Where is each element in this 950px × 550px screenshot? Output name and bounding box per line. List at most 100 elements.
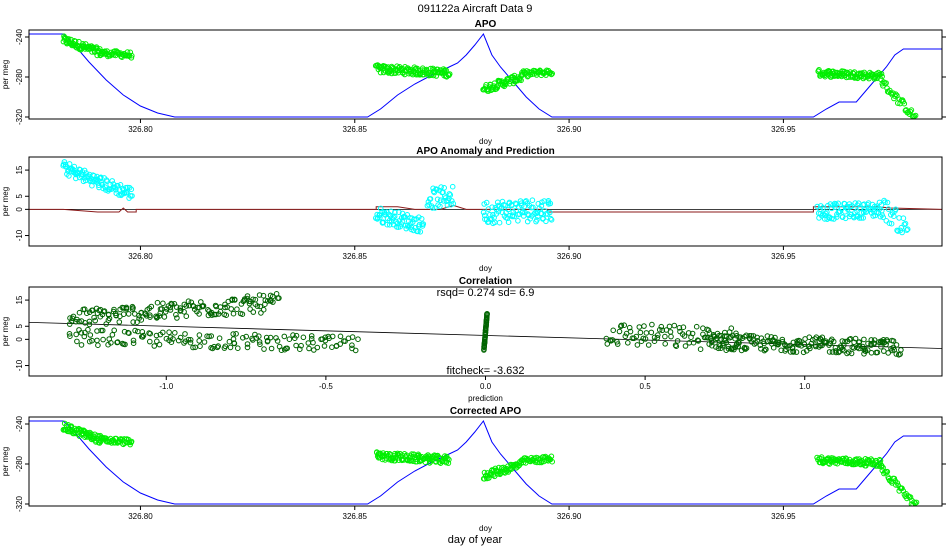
- data-point: [432, 205, 438, 211]
- data-point: [240, 335, 246, 341]
- data-point: [86, 318, 93, 325]
- data-point: [893, 91, 899, 97]
- data-point: [868, 350, 875, 356]
- data-point: [78, 342, 85, 348]
- series-points: [60, 33, 919, 119]
- data-point: [637, 329, 644, 336]
- data-point: [143, 313, 150, 319]
- data-point: [877, 213, 884, 220]
- data-point: [116, 192, 122, 198]
- data-point: [427, 196, 434, 202]
- data-point: [446, 191, 453, 197]
- data-point: [824, 209, 830, 215]
- chart-panel-1: APO 326.80 326.85 326.90 326.95 doy -240 -280 -3…: [1, 19, 946, 146]
- data-point: [228, 306, 234, 312]
- x-tick-label: 326.80: [128, 252, 153, 261]
- data-point: [233, 331, 239, 337]
- data-point: [129, 303, 136, 310]
- data-point: [743, 345, 750, 352]
- y-axis-label: per meg: [1, 187, 10, 216]
- data-point: [128, 186, 135, 193]
- data-point: [244, 344, 251, 351]
- data-point: [882, 199, 888, 205]
- data-point: [173, 304, 180, 310]
- data-point: [790, 348, 796, 355]
- series-line: [29, 420, 942, 505]
- data-point: [901, 221, 908, 228]
- data-point: [390, 214, 397, 221]
- data-point: [806, 334, 813, 341]
- data-point: [162, 309, 169, 315]
- data-point: [433, 186, 440, 193]
- data-point: [181, 301, 188, 308]
- data-point: [67, 333, 73, 340]
- data-point: [610, 327, 617, 334]
- data-point: [147, 314, 153, 320]
- data-point: [515, 218, 521, 224]
- data-point: [197, 343, 203, 350]
- data-point: [829, 349, 836, 355]
- data-point: [793, 349, 800, 355]
- data-point: [130, 319, 136, 325]
- data-point: [200, 303, 206, 310]
- data-point: [524, 218, 531, 225]
- data-point: [894, 227, 900, 234]
- data-point: [449, 183, 456, 190]
- data-point: [751, 341, 758, 347]
- data-point: [776, 339, 782, 346]
- data-point: [227, 344, 234, 351]
- data-point: [166, 329, 172, 336]
- data-point: [516, 204, 522, 210]
- data-point: [420, 221, 427, 227]
- data-point: [668, 333, 674, 340]
- data-point: [841, 342, 847, 349]
- data-point: [216, 335, 223, 342]
- data-point: [717, 343, 723, 349]
- data-point: [391, 213, 398, 220]
- data-point: [548, 71, 555, 78]
- data-point: [878, 71, 885, 77]
- y-tick-label: 15: [15, 165, 24, 174]
- data-point: [268, 345, 275, 352]
- bottom-axis-label: day of year: [448, 534, 503, 546]
- panel-title: APO: [475, 19, 497, 30]
- data-point: [71, 163, 78, 170]
- data-point: [547, 200, 554, 207]
- data-point: [833, 348, 839, 354]
- data-point: [894, 92, 900, 99]
- data-point: [484, 311, 490, 317]
- data-point: [100, 336, 106, 343]
- x-axis-label: prediction: [468, 394, 503, 403]
- data-point: [518, 77, 524, 84]
- data-point: [434, 196, 441, 203]
- data-point: [263, 334, 270, 341]
- data-point: [885, 350, 892, 356]
- data-point: [73, 331, 79, 338]
- data-point: [98, 48, 105, 55]
- data-point: [182, 338, 189, 345]
- data-point: [172, 330, 178, 336]
- plot-area: [29, 291, 942, 358]
- data-point: [904, 226, 911, 232]
- data-point: [298, 342, 304, 349]
- data-point: [132, 327, 138, 334]
- data-point: [835, 200, 842, 207]
- y-tick-label: -320: [15, 108, 24, 125]
- data-point: [187, 337, 194, 343]
- data-point: [817, 206, 823, 212]
- data-point: [890, 338, 897, 344]
- y-tick-label: -280: [15, 68, 24, 85]
- data-point: [182, 331, 188, 337]
- data-point: [250, 296, 256, 303]
- data-point: [681, 333, 688, 339]
- panels: APO 326.80 326.85 326.90 326.95 doy -240 -280 -3…: [1, 19, 946, 533]
- data-point: [490, 212, 496, 218]
- data-point: [548, 453, 555, 460]
- data-point: [912, 112, 919, 119]
- data-point: [673, 343, 680, 350]
- data-point: [170, 336, 176, 342]
- y-axis-label: per meg: [1, 447, 10, 476]
- series-points: [66, 291, 904, 358]
- data-point: [856, 215, 863, 221]
- data-point: [352, 347, 359, 354]
